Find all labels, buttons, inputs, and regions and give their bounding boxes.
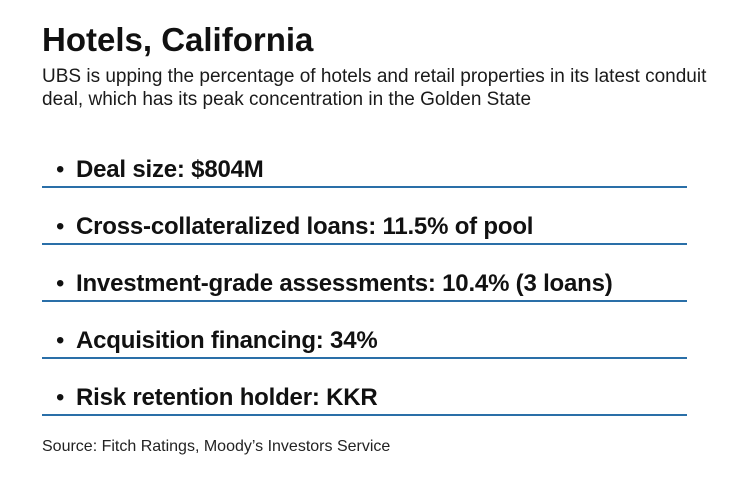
bullet-text: Deal size: $804M [76, 156, 264, 183]
page-subtitle: UBS is upping the percentage of hotels a… [42, 66, 707, 110]
bullet-text: Cross-collateralized loans: 11.5% of poo… [76, 213, 534, 240]
bullet-text: Risk retention holder: KKR [76, 384, 378, 411]
source-note: Source: Fitch Ratings, Moody’s Investors… [42, 438, 391, 455]
bullet-item-investment-grade: Investment-grade assessments: 10.4% (3 l… [42, 259, 687, 316]
divider [42, 414, 687, 416]
bullet-text: Investment-grade assessments: 10.4% (3 l… [76, 270, 613, 297]
divider [42, 186, 687, 188]
page-title: Hotels, California [42, 21, 314, 58]
bullet-item-deal-size: Deal size: $804M [42, 145, 687, 202]
bullet-item-cross-collateralized: Cross-collateralized loans: 11.5% of poo… [42, 202, 687, 259]
bullet-item-acquisition-financing: Acquisition financing: 34% [42, 316, 687, 373]
bullet-list: Deal size: $804M Cross-collateralized lo… [42, 145, 687, 430]
divider [42, 243, 687, 245]
divider [42, 300, 687, 302]
bullet-text: Acquisition financing: 34% [76, 327, 378, 354]
bullet-item-risk-retention: Risk retention holder: KKR [42, 373, 687, 430]
divider [42, 357, 687, 359]
